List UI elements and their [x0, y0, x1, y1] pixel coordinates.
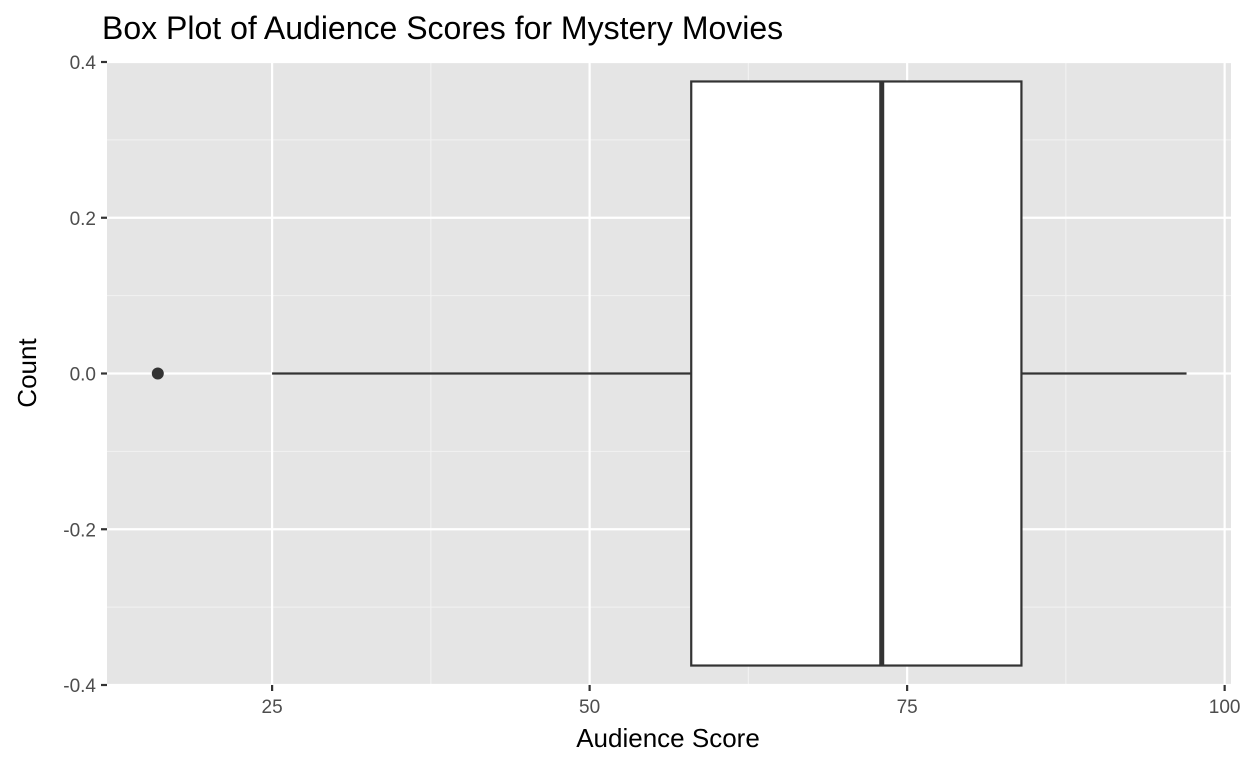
y-tick-label: -0.4 [63, 676, 96, 697]
x-tick-label: 75 [897, 697, 918, 718]
axes: 25 50 75 100 0.4 0.2 0.0 -0.2 -0.4 [63, 53, 1240, 718]
chart-title: Box Plot of Audience Scores for Mystery … [102, 10, 784, 46]
y-tick-label: 0.2 [70, 209, 96, 230]
x-tick-label: 50 [579, 697, 600, 718]
y-tick-label: 0.4 [70, 53, 97, 74]
x-tick-label: 100 [1209, 697, 1241, 718]
x-tick-label: 25 [262, 697, 283, 718]
y-tick-label: -0.2 [63, 520, 96, 541]
x-axis-title: Audience Score [576, 723, 760, 753]
outlier-point [151, 367, 164, 380]
interquartile-box [690, 80, 1023, 667]
box-plot-marks [151, 80, 1187, 667]
y-axis-title: Count [12, 338, 42, 408]
y-tick-label: 0.0 [70, 365, 96, 386]
